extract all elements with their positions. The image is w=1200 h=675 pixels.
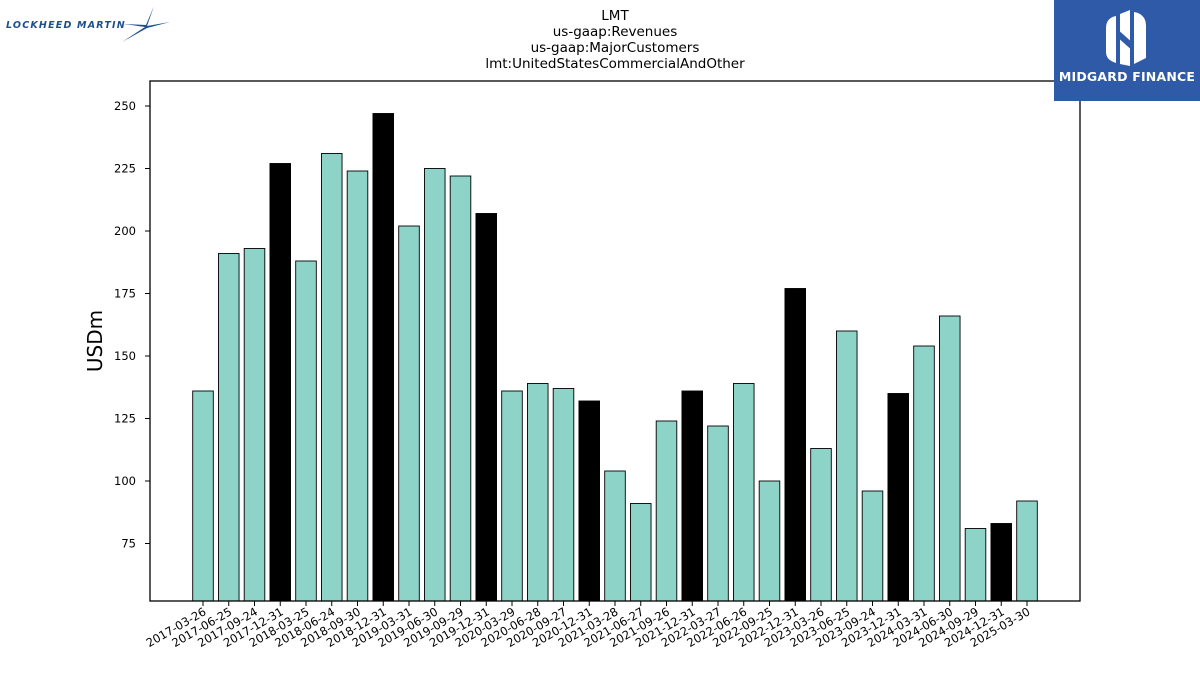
bar — [913, 345, 935, 602]
bar — [604, 470, 626, 602]
title-line: us-gaap:MajorCustomers — [531, 40, 700, 56]
bar — [243, 248, 266, 602]
bar — [552, 388, 575, 602]
logo-brand-text: MIDGARD FINANCE — [1058, 69, 1196, 84]
title-line: LMT — [601, 8, 629, 24]
logo-wordmark: LOCKHEED MARTIN — [6, 20, 126, 31]
bar — [655, 420, 678, 602]
y-tick-label: 225 — [114, 162, 136, 176]
bar — [321, 153, 343, 602]
bar — [784, 288, 807, 602]
bar — [346, 170, 369, 602]
y-axis: 75 100 125 150 175 200 225 250 — [114, 99, 150, 551]
bar — [630, 503, 652, 602]
bar — [1016, 500, 1038, 602]
title-line: lmt:UnitedStatesCommercialAndOther — [485, 56, 745, 72]
y-tick-label: 125 — [114, 412, 136, 426]
bars — [192, 113, 1038, 602]
bar — [887, 393, 910, 602]
bar — [964, 528, 987, 602]
y-tick-label: 100 — [114, 474, 136, 488]
lockheed-martin-logo: LOCKHEED MARTIN — [4, 4, 170, 44]
bar — [836, 330, 858, 602]
star-icon — [122, 6, 170, 42]
bar — [449, 175, 472, 602]
chart-title: LMTus-gaap:Revenuesus-gaap:MajorCustomer… — [485, 8, 745, 72]
bar — [939, 315, 961, 602]
midgard-mark-icon — [1106, 10, 1146, 66]
bar — [269, 163, 292, 602]
y-tick-label: 175 — [114, 287, 136, 301]
bar — [501, 390, 523, 602]
midgard-finance-logo: MIDGARD FINANCE — [1054, 0, 1200, 101]
bar — [810, 448, 832, 602]
bar — [295, 260, 317, 602]
bar — [733, 383, 755, 602]
y-axis-label: USDm — [83, 310, 107, 372]
bar — [372, 113, 395, 602]
y-tick-label: 200 — [114, 224, 136, 238]
bar — [707, 425, 729, 602]
bar — [527, 383, 549, 602]
bar — [990, 523, 1013, 602]
y-tick-label: 150 — [114, 349, 136, 363]
bar — [861, 490, 884, 602]
bar — [217, 253, 240, 602]
bar — [681, 390, 704, 602]
title-line: us-gaap:Revenues — [553, 24, 678, 40]
bar — [475, 213, 498, 602]
y-tick-label: 75 — [121, 537, 136, 551]
y-tick-label: 250 — [114, 99, 136, 113]
x-axis: 2017-03-262017-06-252017-09-242017-12-31… — [144, 601, 1033, 650]
bar — [758, 480, 781, 602]
bar — [578, 400, 601, 602]
bar — [398, 225, 420, 602]
bar — [424, 168, 446, 602]
bar — [192, 390, 214, 602]
